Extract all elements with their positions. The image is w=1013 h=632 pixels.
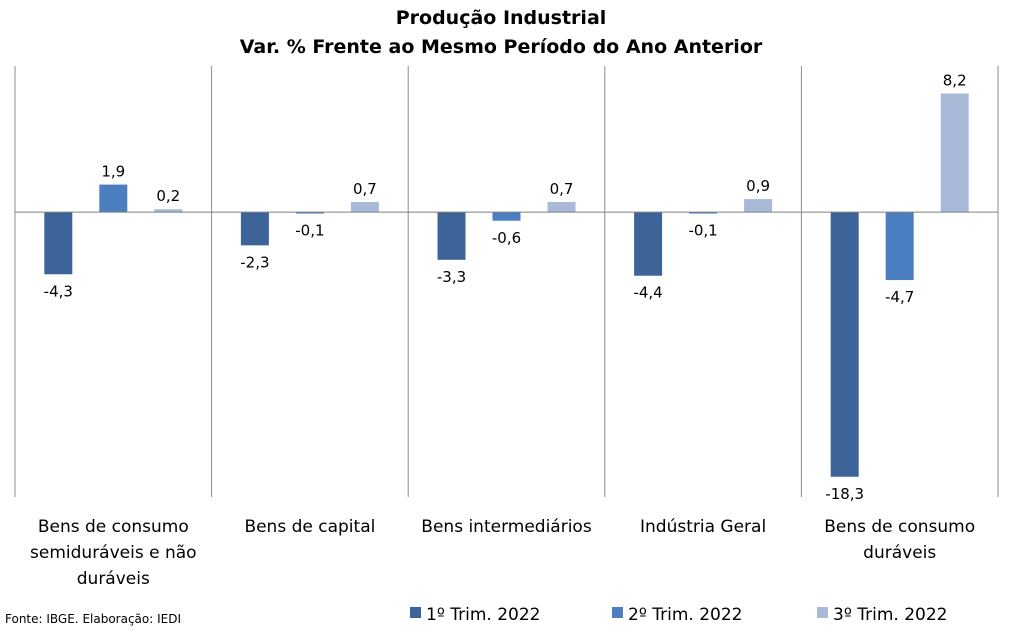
bar — [295, 212, 324, 214]
bar — [99, 184, 128, 213]
category-label: duráveis — [77, 569, 150, 589]
bar — [744, 199, 773, 213]
legend-label: 1º Trim. 2022 — [426, 605, 540, 625]
bar — [154, 209, 183, 213]
data-label: -0,1 — [688, 222, 717, 240]
data-label: 0,7 — [353, 180, 377, 198]
bar — [689, 212, 718, 214]
bar — [240, 212, 269, 246]
category-label: Bens de consumo — [824, 517, 975, 537]
bar — [350, 201, 379, 213]
data-label: -0,6 — [492, 229, 521, 247]
legend-swatch — [817, 607, 828, 618]
category-label: Bens intermediários — [421, 517, 592, 537]
bar — [830, 212, 859, 477]
data-label: 0,7 — [550, 180, 574, 198]
bar — [547, 201, 576, 213]
bar — [44, 212, 73, 275]
data-label: -3,3 — [437, 268, 466, 286]
category-label: Indústria Geral — [640, 517, 766, 537]
data-label: -0,1 — [295, 222, 324, 240]
data-label: 0,9 — [746, 177, 770, 195]
category-label: semiduráveis e não — [30, 543, 197, 563]
legend: 1º Trim. 2022 2º Trim. 2022 3º Trim. 2022 — [410, 605, 947, 625]
data-label: 1,9 — [101, 163, 125, 181]
data-label: -4,3 — [44, 282, 73, 300]
legend-swatch — [612, 607, 623, 618]
legend-label: 2º Trim. 2022 — [628, 605, 742, 625]
data-label: -4,4 — [633, 284, 662, 302]
bar — [437, 212, 466, 260]
data-label: -4,7 — [885, 288, 914, 306]
bar — [634, 212, 663, 276]
bar — [940, 93, 969, 213]
data-label: 8,2 — [943, 71, 967, 89]
legend-label: 3º Trim. 2022 — [833, 605, 947, 625]
category-label: Bens de consumo — [38, 517, 189, 537]
chart-title: Produção Industrial — [396, 7, 607, 29]
data-label: 0,2 — [156, 187, 180, 205]
data-label: -2,3 — [240, 253, 269, 271]
source-note: Fonte: IBGE. Elaboração: IEDI — [5, 612, 181, 626]
bar — [885, 212, 914, 281]
plot-area: -4,3 -2,3 -3,3 -4,4 -18,3 1,9 -0,1 -0,6 -0,1 -4,7… — [14, 66, 999, 589]
bar — [492, 212, 521, 221]
data-label: -18,3 — [825, 485, 864, 503]
chart-subtitle: Var. % Frente ao Mesmo Período do Ano An… — [240, 36, 763, 58]
category-label: duráveis — [863, 543, 936, 563]
legend-swatch — [410, 607, 421, 618]
category-label: Bens de capital — [244, 517, 375, 537]
